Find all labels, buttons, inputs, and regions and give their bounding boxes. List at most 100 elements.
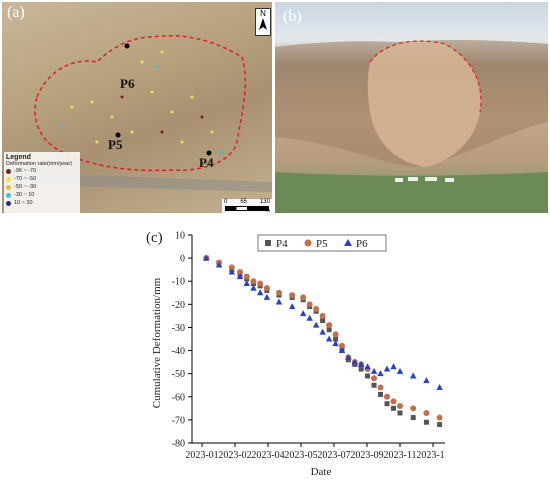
data-point-p6 (312, 321, 320, 328)
data-point-p5 (313, 305, 320, 312)
x-axis-ticks: 2023-01 2023-02 2023-04 2023-05 2023-07 2023-… (185, 443, 445, 461)
data-point-p6 (236, 273, 244, 280)
insar-points (70, 50, 214, 144)
data-point-p4 (320, 318, 326, 324)
series-p5 (203, 255, 443, 421)
legend-rows: -96 ~ -70 -70 ~ -50 -50 ~ -30 -30 ~ 10 10 ~ … (6, 167, 78, 207)
data-point-p5 (243, 273, 250, 280)
y-tick-label: -10 (172, 277, 185, 288)
data-point-p5 (257, 280, 264, 287)
photo-overlay (275, 40, 548, 213)
legend-label-p6: P6 (356, 238, 368, 250)
data-point-p5 (306, 301, 313, 308)
photo-image-panel-b: (b) (275, 2, 548, 213)
buildings (395, 177, 454, 182)
legend-class-label: -96 ~ -70 (14, 168, 37, 174)
data-point-p5 (263, 285, 270, 292)
legend-frame (257, 234, 387, 252)
legend-subtitle: Deformation rate(mm/year) (6, 161, 73, 167)
point-p6-label: P6 (120, 76, 135, 91)
scale-unit: m (265, 208, 270, 213)
data-point-p6 (275, 298, 283, 305)
data-point-p4 (397, 410, 403, 416)
data-point-p6 (357, 360, 365, 367)
legend-class-row: -96 ~ -70 (6, 167, 78, 175)
data-point-p6 (410, 372, 417, 379)
data-point-p5 (319, 312, 326, 319)
data-point-p6 (377, 370, 384, 377)
legend-swatch-p5 (304, 239, 312, 247)
y-axis-ticks: 10 0 -10 -20 -30 -40 -50 -60 -70 -80 (172, 231, 192, 450)
data-point-p6 (299, 310, 307, 317)
legend-title: Legend (6, 154, 31, 161)
data-point-p4 (384, 401, 390, 407)
data-point-p5 (436, 414, 443, 421)
data-point-p4 (371, 382, 377, 388)
data-point-p5 (371, 375, 378, 382)
legend-class-swatch (6, 168, 11, 174)
chart-axes (191, 235, 445, 444)
x-tick-label: 2023-11 (384, 450, 417, 461)
y-tick-label: -60 (172, 392, 185, 403)
legend-class-label: -30 ~ 10 (14, 192, 35, 198)
x-tick-label: 2023-04 (251, 450, 284, 461)
chart-series (203, 254, 443, 428)
legend-swatch-p6 (344, 239, 352, 246)
data-point-p6 (383, 365, 391, 372)
vegetation (275, 172, 548, 213)
north-arrow-icon: N (255, 8, 271, 36)
legend-class-label: -70 ~ -50 (14, 176, 37, 182)
point-p4-label: P4 (199, 155, 214, 170)
legend-class-swatch (6, 192, 11, 198)
y-tick-label: 10 (175, 231, 185, 242)
data-point-p6 (243, 280, 250, 287)
data-point-p6 (215, 261, 223, 268)
x-tick-label: 2023-12 (416, 450, 445, 461)
data-point-p6 (289, 303, 296, 310)
data-point-p5 (289, 292, 296, 299)
y-tick-label: -30 (172, 323, 185, 334)
map-image-panel-a: (a) P6 P5 P4 Legend Deformation rate(mm/… (2, 2, 272, 213)
chart-legend: P4 P5 P6 (257, 234, 387, 252)
data-point-p6 (423, 377, 430, 384)
deformation-chart: (c) 100-10-20-30-40-50-60-70-80 2023-01 2… (146, 230, 445, 477)
data-point-p6 (263, 293, 271, 300)
data-point-p5 (390, 398, 397, 405)
data-point-p6 (396, 367, 404, 374)
scale-tick-0: 0 (224, 199, 228, 205)
landslide-body (367, 41, 481, 167)
legend-class-row: 10 ~ 30 (6, 199, 78, 207)
data-point-p5 (377, 384, 384, 391)
data-point-p6 (250, 284, 257, 291)
data-point-p6 (370, 367, 378, 374)
x-tick-label: 2023-05 (284, 450, 317, 461)
y-axis-label: Cumulative Deformation/mm (151, 277, 163, 408)
data-point-p5 (397, 403, 403, 410)
data-point-p6 (319, 328, 326, 335)
map-legend: Legend Deformation rate(mm/year) -96 ~ -… (4, 152, 80, 213)
legend-class-label: -50 ~ -30 (14, 184, 37, 190)
series-p4 (203, 255, 443, 428)
point-p5-label: P5 (108, 137, 123, 152)
legend-label-p5: P5 (316, 238, 328, 250)
data-point-p4 (437, 422, 443, 428)
data-point-p4 (326, 327, 332, 333)
data-point-p6 (256, 289, 264, 296)
data-point-p6 (306, 314, 313, 321)
y-tick-label: -40 (172, 346, 185, 357)
y-tick-label: -70 (172, 415, 185, 426)
legend-class-row: -50 ~ -30 (6, 183, 78, 191)
point-p5-marker (115, 132, 121, 138)
legend-class-swatch (6, 200, 11, 206)
north-arrow-glyph (259, 18, 267, 30)
scale-bar: 0 65 130 m (222, 199, 272, 213)
data-point-p5 (300, 294, 307, 301)
scale-tick-2: 130 (259, 199, 270, 205)
panel-b-label: (b) (283, 8, 302, 25)
y-tick-label: -50 (172, 369, 185, 380)
data-point-p5 (326, 322, 333, 329)
point-p6-marker (124, 43, 130, 49)
data-point-p4 (365, 373, 371, 379)
legend-class-row: -70 ~ -50 (6, 175, 78, 183)
data-point-p5 (410, 405, 417, 412)
